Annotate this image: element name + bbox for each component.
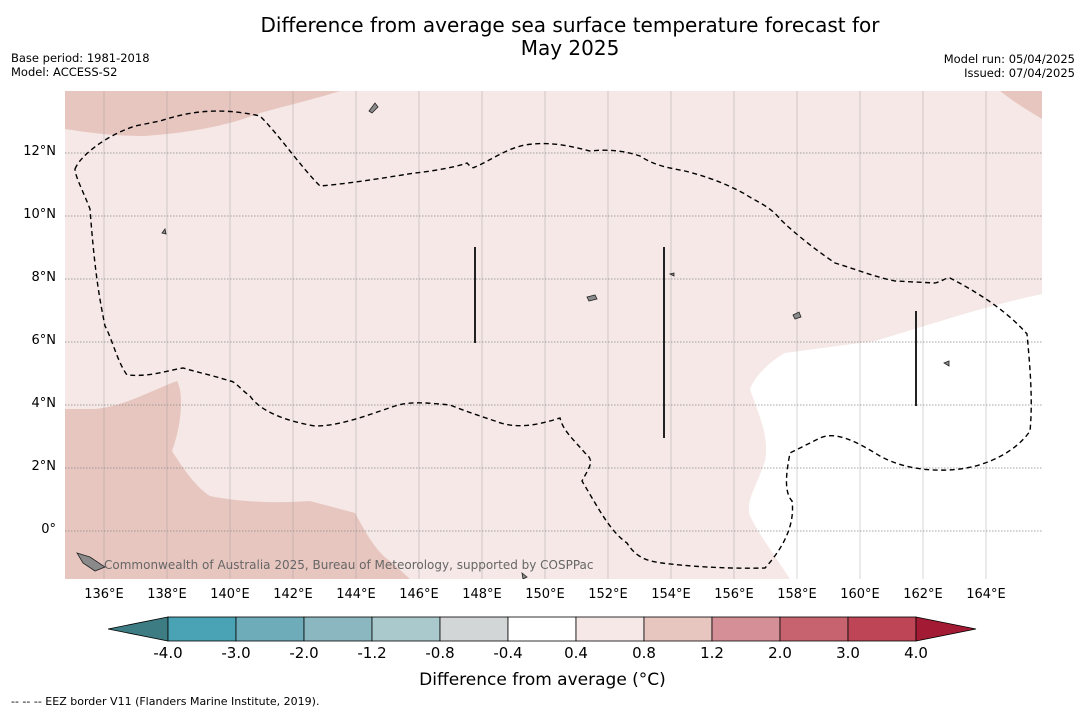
latitude-label: 8°N — [31, 270, 57, 285]
colorbar-segment — [235, 616, 305, 642]
longitude-label: 144°E — [336, 587, 376, 602]
colorbar-tick-label: -0.4 — [493, 644, 523, 662]
longitude-label: 142°E — [273, 587, 313, 602]
longitude-label: 164°E — [966, 587, 1006, 602]
colorbar-tick-label: 0.8 — [632, 644, 656, 662]
model-run: Model run: 05/04/2025 — [943, 52, 1075, 66]
colorbar-segment — [643, 616, 713, 642]
title-line-2: May 2025 — [520, 36, 620, 60]
colorbar-extend-high — [915, 616, 977, 642]
colorbar-tick-label: 1.2 — [700, 644, 724, 662]
meta-left: Base period: 1981-2018 Model: ACCESS-S2 — [11, 51, 150, 79]
colorbar-tick-label: -1.2 — [357, 644, 387, 662]
colorbar-tick-label: 0.4 — [564, 644, 588, 662]
longitude-label: 146°E — [399, 587, 439, 602]
longitude-label: 162°E — [903, 587, 943, 602]
colorbar-segment — [371, 616, 441, 642]
colorbar-canvas — [107, 616, 977, 642]
colorbar — [107, 616, 978, 648]
latitude-label: 4°N — [31, 396, 57, 411]
longitude-label: 156°E — [714, 587, 754, 602]
colorbar-tick-label: 2.0 — [768, 644, 792, 662]
island-chuuk — [586, 294, 598, 302]
longitude-label: 138°E — [147, 587, 187, 602]
longitude-label: 154°E — [651, 587, 691, 602]
longitude-label: 158°E — [777, 587, 817, 602]
colorbar-tick-label: -0.8 — [425, 644, 455, 662]
issued-date: Issued: 07/04/2025 — [964, 66, 1075, 80]
sst-anomaly-map — [65, 91, 1042, 579]
model-name: Model: ACCESS-S2 — [11, 65, 118, 79]
land — [76, 102, 950, 579]
longitude-label: 148°E — [462, 587, 502, 602]
island-new-guinea-north — [76, 552, 106, 572]
island-small-south — [521, 572, 528, 579]
band-08-12-north-west — [65, 91, 340, 136]
title-line-1: Difference from average sea surface temp… — [260, 13, 880, 37]
longitude-label: 136°E — [84, 587, 124, 602]
eez-border — [74, 110, 1032, 569]
colorbar-tick-label: 3.0 — [836, 644, 860, 662]
colorbar-extend-low — [107, 616, 169, 642]
colorbar-segment — [439, 616, 509, 642]
colorbar-segment — [847, 616, 917, 642]
colorbar-tick-label: -2.0 — [289, 644, 319, 662]
island-yap — [161, 228, 167, 235]
colorbar-tick-label: -4.0 — [153, 644, 183, 662]
longitude-label: 140°E — [210, 587, 250, 602]
colorbar-segment — [779, 616, 849, 642]
latitude-label: 2°N — [31, 459, 57, 474]
latitude-label: 12°N — [23, 144, 56, 159]
eez-main-boundary — [74, 110, 1032, 569]
latitude-label: 6°N — [31, 333, 57, 348]
band-08-12-north-east — [1000, 91, 1042, 119]
colorbar-tick-label: 4.0 — [904, 644, 928, 662]
latitude-label: 0° — [41, 522, 56, 537]
island-atoll — [668, 272, 675, 277]
island-guam — [368, 102, 379, 114]
base-period: Base period: 1981-2018 — [11, 51, 150, 65]
band-neutral-south-east — [748, 294, 1042, 579]
island-pohnpei — [792, 311, 802, 320]
colorbar-segment — [303, 616, 373, 642]
colorbar-segment — [711, 616, 781, 642]
colorbar-segment — [575, 616, 645, 642]
longitude-label: 150°E — [525, 587, 565, 602]
longitude-label: 152°E — [588, 587, 628, 602]
colorbar-segment — [167, 616, 237, 642]
colorbar-segment — [507, 616, 577, 642]
colorbar-tick-label: -3.0 — [221, 644, 251, 662]
map-canvas — [65, 91, 1042, 579]
map-title: Difference from average sea surface temp… — [0, 14, 1085, 60]
latitude-label: 10°N — [23, 207, 56, 222]
eez-footnote: -- -- -- EEZ border V11 (Flanders Marine… — [11, 695, 320, 708]
longitude-label: 160°E — [840, 587, 880, 602]
island-kosrae — [943, 360, 950, 367]
meta-right: Model run: 05/04/2025 Issued: 07/04/2025 — [944, 52, 1075, 80]
colorbar-title: Difference from average (°C) — [419, 670, 666, 690]
credit-text: Commonwealth of Australia 2025, Bureau o… — [104, 558, 594, 572]
band-08-12-south-west — [65, 381, 410, 579]
